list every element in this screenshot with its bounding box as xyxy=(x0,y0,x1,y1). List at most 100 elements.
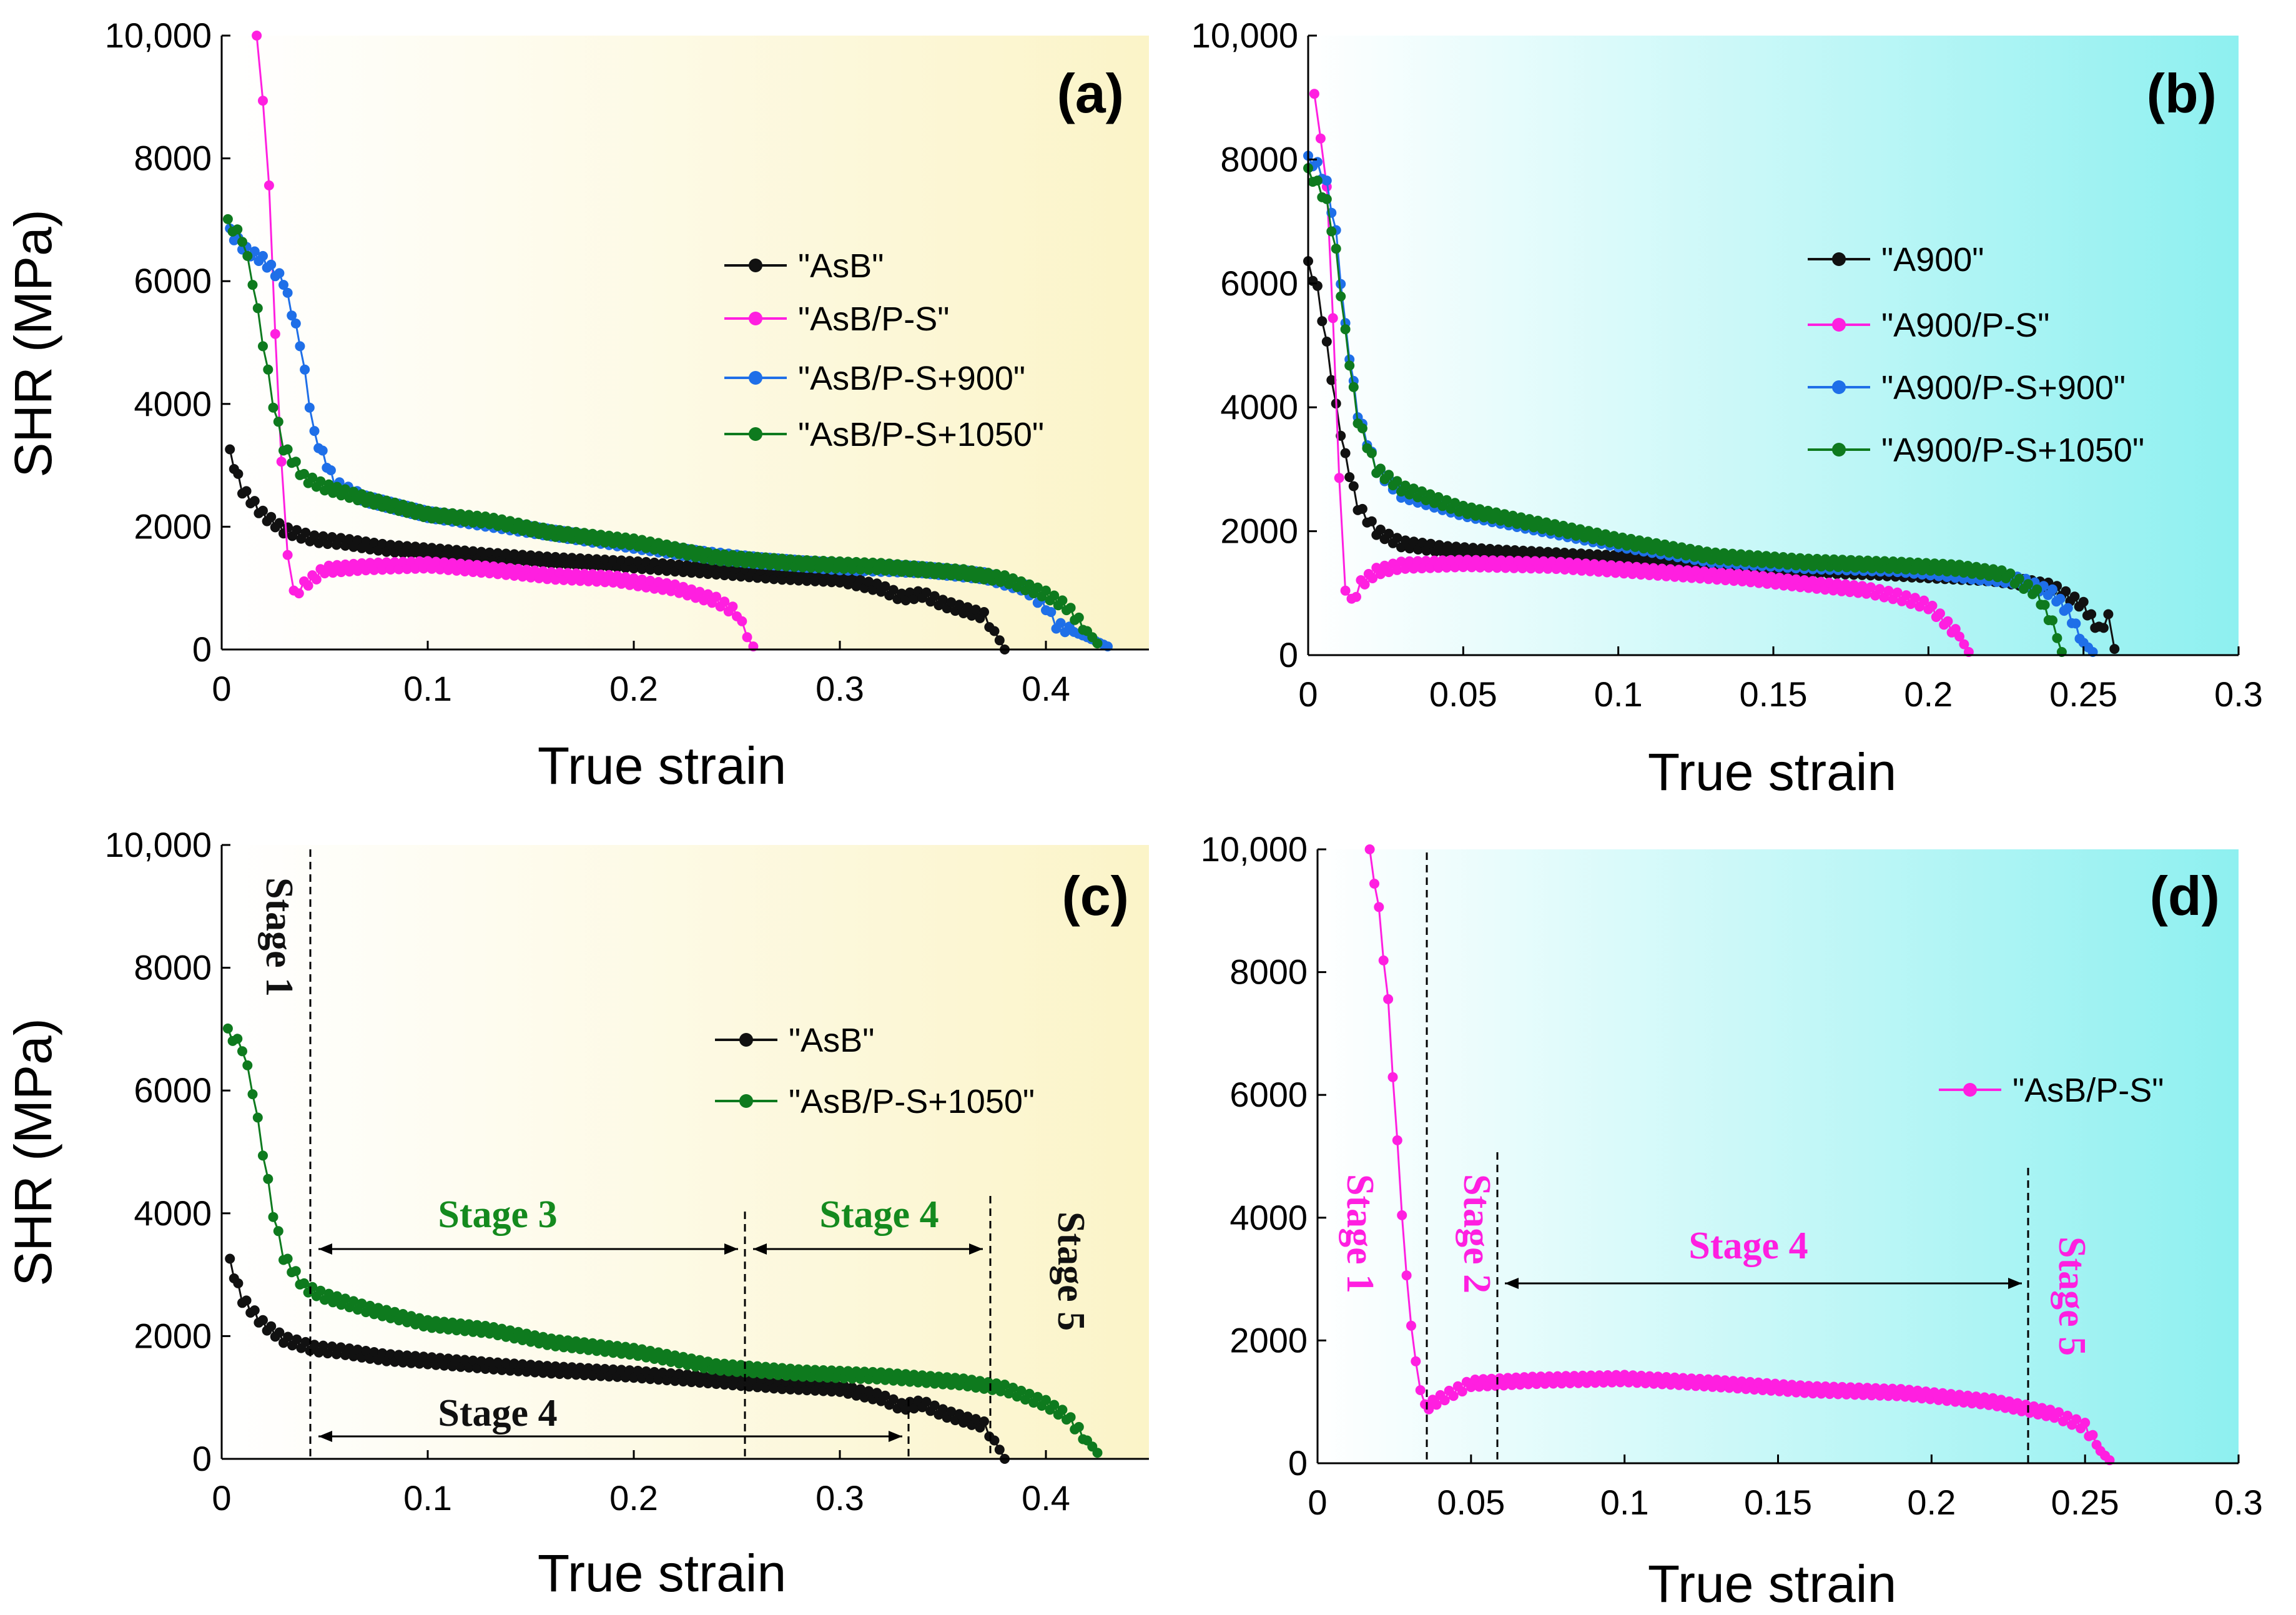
panel-c: 0 2000 4000 6000 8000 10,000 0 0.1 0.2 0.3 0.4 (c… xyxy=(4,825,1149,1603)
data-point xyxy=(1586,1370,1596,1381)
data-point xyxy=(1312,280,1323,291)
legend-entry-b-3: "A900/P-S+900" xyxy=(1881,369,2126,407)
data-point xyxy=(423,1315,433,1325)
y-tick-label: 0 xyxy=(1288,1443,1308,1483)
data-point xyxy=(1032,1391,1043,1402)
data-point xyxy=(967,565,977,576)
data-point xyxy=(258,96,268,106)
data-point xyxy=(2071,1414,2082,1425)
data-point xyxy=(645,575,656,586)
data-point xyxy=(1850,562,1860,573)
data-point xyxy=(1073,1421,1084,1432)
data-point xyxy=(1919,595,1929,606)
data-point xyxy=(410,563,421,574)
y-tick-label: 8000 xyxy=(1229,952,1308,992)
data-point xyxy=(1996,1395,2006,1405)
data-point xyxy=(402,564,412,575)
data-point xyxy=(884,558,895,569)
data-point xyxy=(1476,543,1487,553)
data-point xyxy=(1660,539,1670,550)
data-point xyxy=(579,568,589,579)
data-point xyxy=(1493,544,1504,555)
data-point xyxy=(1803,553,1814,564)
data-point xyxy=(2062,1410,2073,1421)
data-point xyxy=(406,1311,416,1321)
data-point xyxy=(1507,1380,1517,1390)
data-point xyxy=(1404,556,1415,566)
data-point xyxy=(1597,560,1608,570)
data-point xyxy=(1682,565,1693,576)
data-point xyxy=(1041,1395,1051,1405)
data-point xyxy=(344,566,355,577)
data-point xyxy=(900,595,911,606)
data-point xyxy=(426,543,437,553)
data-point xyxy=(232,1034,243,1044)
data-point xyxy=(299,468,309,479)
data-point xyxy=(273,1226,283,1237)
data-point xyxy=(686,584,697,595)
data-point xyxy=(318,531,328,541)
data-point xyxy=(839,1380,849,1391)
data-point xyxy=(1384,470,1394,480)
data-point xyxy=(727,1359,738,1370)
data-point xyxy=(929,591,940,601)
data-point xyxy=(1340,448,1351,458)
data-point xyxy=(496,562,507,573)
data-point xyxy=(365,1300,375,1311)
data-point xyxy=(929,1400,940,1411)
data-point xyxy=(670,579,680,590)
data-point xyxy=(393,564,404,575)
data-point xyxy=(300,1336,311,1347)
legend-b: "A900" "A900/P-S" "A900/P-S+900" "A900/P… xyxy=(1808,241,2144,469)
data-point xyxy=(505,1325,515,1336)
data-point xyxy=(2029,1401,2039,1411)
series-marks-b xyxy=(1303,89,2120,657)
data-point xyxy=(241,1295,252,1306)
data-point xyxy=(1417,486,1427,496)
data-point xyxy=(1634,535,1645,546)
data-point xyxy=(975,1376,985,1386)
data-point xyxy=(938,595,948,605)
data-point xyxy=(1544,1371,1554,1381)
data-point xyxy=(369,1347,380,1357)
data-point xyxy=(596,570,606,580)
data-point xyxy=(637,574,648,585)
data-point xyxy=(1429,555,1439,566)
y-tick-label: 2000 xyxy=(1229,1320,1308,1360)
data-point xyxy=(1426,538,1436,549)
data-point xyxy=(711,1358,721,1368)
data-point xyxy=(1364,844,1375,854)
data-point xyxy=(1340,324,1351,335)
data-point xyxy=(1590,1378,1600,1388)
legend-entry-d-1: "AsB/P-S" xyxy=(2013,1072,2164,1109)
data-point xyxy=(451,1354,462,1365)
data-point xyxy=(1550,519,1560,530)
data-point xyxy=(802,555,812,565)
data-point xyxy=(410,541,421,552)
data-point xyxy=(1690,566,1701,576)
data-point xyxy=(1534,546,1545,556)
data-point xyxy=(1049,1400,1060,1410)
data-point xyxy=(357,489,367,500)
data-point xyxy=(488,513,499,523)
data-point xyxy=(1799,575,1810,585)
data-point xyxy=(273,417,283,427)
data-point xyxy=(521,565,532,575)
data-point xyxy=(263,364,273,375)
data-point xyxy=(290,319,301,328)
x-tick-label: 0.25 xyxy=(2049,674,2117,714)
data-point xyxy=(1057,1405,1068,1415)
data-point xyxy=(567,1362,577,1373)
data-point xyxy=(1312,175,1323,186)
data-point xyxy=(702,547,713,558)
data-point xyxy=(1626,533,1636,544)
data-point xyxy=(542,1361,553,1371)
stage-label-c-3: Stage 3 xyxy=(438,1193,557,1236)
data-point xyxy=(249,1305,260,1316)
data-point xyxy=(674,559,684,570)
data-point xyxy=(1648,563,1659,573)
data-point xyxy=(1623,561,1633,571)
data-point xyxy=(1491,507,1502,518)
data-point xyxy=(1344,360,1355,371)
data-point xyxy=(1807,576,1818,586)
